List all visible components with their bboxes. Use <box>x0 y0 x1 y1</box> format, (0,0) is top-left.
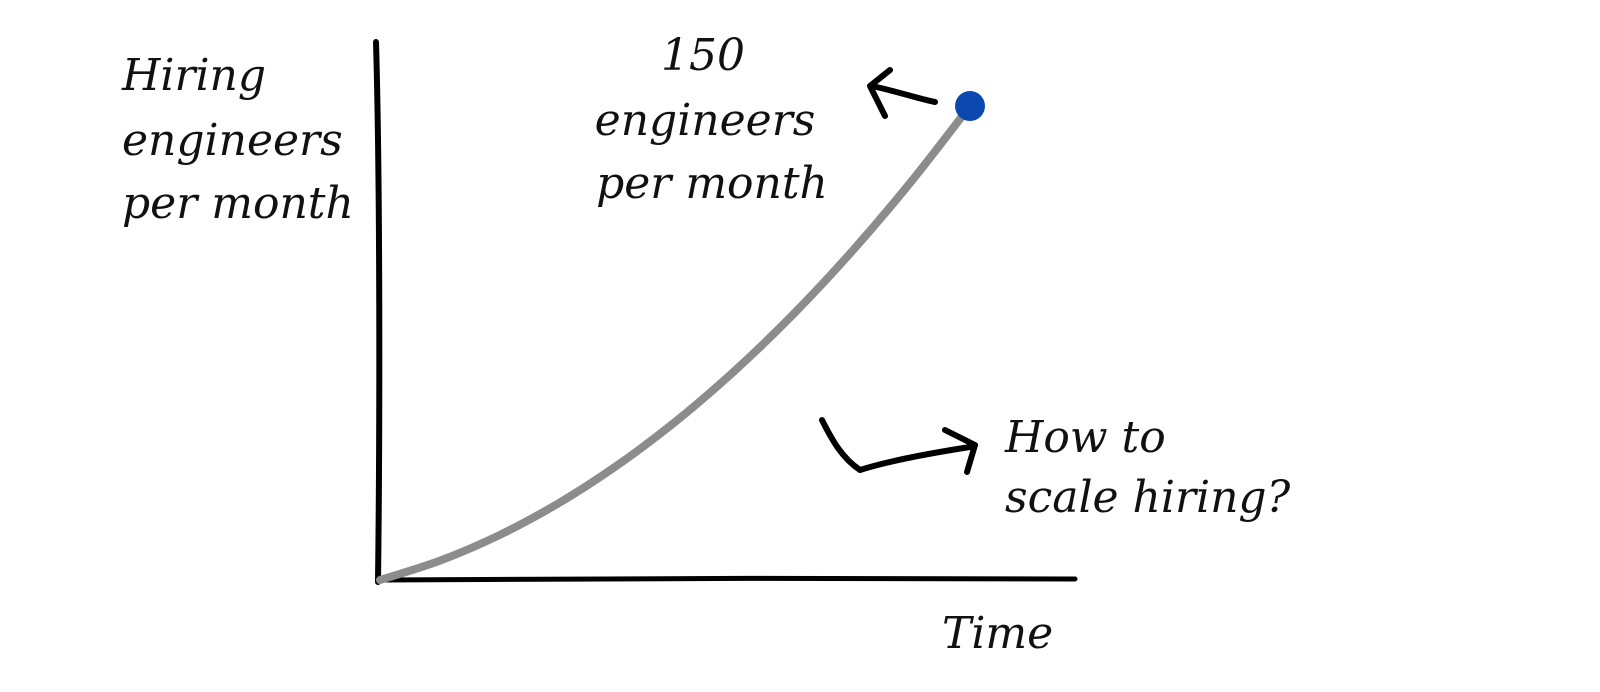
x-axis-label: Time <box>942 608 1053 659</box>
question-annotation: How to scale hiring? <box>1004 412 1291 523</box>
peak-annotation-line: engineers <box>595 95 816 146</box>
x-axis <box>375 575 1078 583</box>
y-label-line: per month <box>122 178 354 229</box>
y-label-line: Hiring <box>121 50 266 101</box>
peak-annotation-line: per month <box>596 158 828 209</box>
peak-annotation-line: 150 <box>661 30 745 81</box>
question-annotation-line: scale hiring? <box>1005 472 1291 523</box>
question-annotation-line: How to <box>1004 412 1166 463</box>
y-axis-label: Hiring engineers per month <box>121 50 357 229</box>
series-line <box>376 102 974 584</box>
peak-arrow-icon <box>867 67 938 119</box>
y-label-line: engineers <box>122 115 343 166</box>
peak-annotation: 150 engineers per month <box>595 30 830 209</box>
peak-point <box>955 91 985 121</box>
y-axis <box>373 39 383 585</box>
question-arrow-icon <box>819 417 978 475</box>
